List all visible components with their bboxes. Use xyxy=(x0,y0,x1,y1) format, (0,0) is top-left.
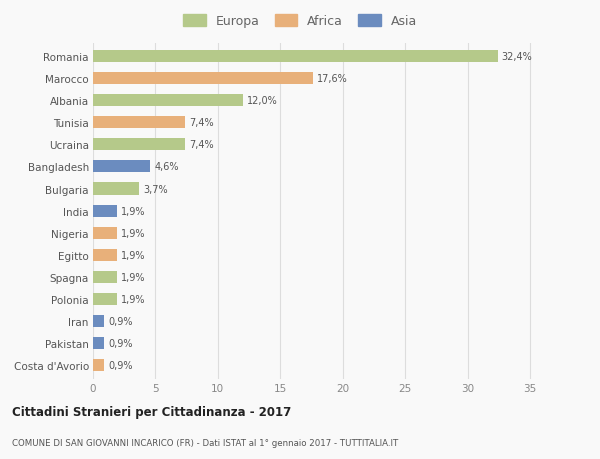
Bar xyxy=(93,95,243,107)
Text: 3,7%: 3,7% xyxy=(143,184,167,194)
Bar xyxy=(93,359,104,371)
Text: 17,6%: 17,6% xyxy=(317,74,347,84)
Bar xyxy=(93,73,313,85)
Bar xyxy=(93,161,151,173)
Text: COMUNE DI SAN GIOVANNI INCARICO (FR) - Dati ISTAT al 1° gennaio 2017 - TUTTITALI: COMUNE DI SAN GIOVANNI INCARICO (FR) - D… xyxy=(12,438,398,447)
Bar xyxy=(93,117,185,129)
Bar xyxy=(93,205,117,217)
Legend: Europa, Africa, Asia: Europa, Africa, Asia xyxy=(179,11,421,32)
Bar xyxy=(93,337,104,349)
Text: 0,9%: 0,9% xyxy=(108,316,133,326)
Bar xyxy=(93,315,104,327)
Text: 1,9%: 1,9% xyxy=(121,206,145,216)
Bar xyxy=(93,271,117,283)
Bar xyxy=(93,139,185,151)
Bar xyxy=(93,227,117,239)
Text: 7,4%: 7,4% xyxy=(189,118,214,128)
Text: 0,9%: 0,9% xyxy=(108,360,133,370)
Text: 1,9%: 1,9% xyxy=(121,250,145,260)
Text: 1,9%: 1,9% xyxy=(121,294,145,304)
Bar xyxy=(93,293,117,305)
Bar xyxy=(93,183,139,195)
Text: Cittadini Stranieri per Cittadinanza - 2017: Cittadini Stranieri per Cittadinanza - 2… xyxy=(12,405,291,419)
Bar xyxy=(93,51,497,63)
Text: 1,9%: 1,9% xyxy=(121,228,145,238)
Text: 7,4%: 7,4% xyxy=(189,140,214,150)
Text: 32,4%: 32,4% xyxy=(502,52,532,62)
Text: 12,0%: 12,0% xyxy=(247,96,277,106)
Text: 1,9%: 1,9% xyxy=(121,272,145,282)
Text: 0,9%: 0,9% xyxy=(108,338,133,348)
Bar xyxy=(93,249,117,261)
Text: 4,6%: 4,6% xyxy=(154,162,179,172)
